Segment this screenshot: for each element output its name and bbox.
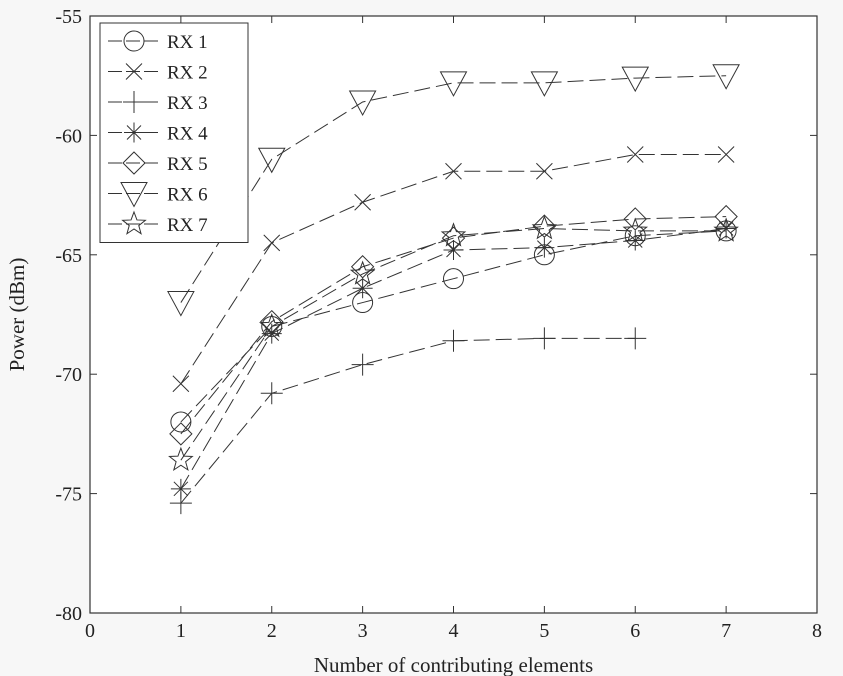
series-line-rx-7 (180, 228, 727, 461)
legend-marker-rx-1 (123, 30, 145, 52)
data-point-rx-3 (351, 353, 374, 376)
y-tick-label: -55 (55, 6, 82, 28)
data-point-rx-5 (169, 422, 193, 446)
legend-marker-rx-6 (120, 182, 148, 208)
data-point-rx-6 (439, 71, 468, 97)
series-rx-3 (169, 327, 647, 515)
data-point-rx-6 (167, 291, 195, 317)
data-point-rx-2 (626, 146, 644, 163)
data-point-rx-7 (349, 260, 376, 285)
data-point-rx-2 (445, 162, 462, 180)
series-rx-2 (172, 146, 735, 393)
legend-marker-rx-5 (122, 151, 146, 175)
x-tick-label: 5 (539, 620, 549, 642)
data-point-rx-2 (354, 193, 371, 211)
y-tick-label: -65 (55, 245, 82, 267)
x-axis-label: Number of contributing elements (314, 653, 593, 676)
y-tick-label: -60 (55, 125, 82, 147)
x-tick-label: 6 (630, 620, 640, 642)
legend-marker-rx-3 (123, 91, 145, 113)
data-point-rx-6 (348, 90, 377, 117)
series-rx-6 (167, 64, 740, 317)
data-point-rx-3 (442, 329, 465, 352)
legend-label: RX 2 (167, 63, 208, 84)
data-point-rx-7 (531, 215, 558, 240)
data-point-rx-2 (263, 234, 281, 252)
data-point-rx-5 (714, 204, 738, 229)
legend-marker-rx-7 (121, 210, 147, 235)
data-point-rx-4 (716, 218, 737, 239)
legend-label: RX 1 (167, 32, 208, 53)
legend-label: RX 6 (167, 185, 208, 206)
data-point-rx-5 (441, 226, 466, 250)
data-point-rx-7 (258, 312, 285, 338)
data-point-rx-4 (443, 240, 464, 261)
series-line-rx-3 (180, 337, 636, 504)
y-tick-label: -75 (55, 484, 82, 506)
legend-item-rx-5: RX 5 (108, 151, 208, 175)
x-tick-label: 3 (358, 620, 368, 642)
data-point-rx-7 (622, 217, 649, 242)
x-tick-label: 7 (721, 620, 731, 642)
legend-item-rx-1: RX 1 (108, 30, 208, 53)
legend-label: RX 5 (167, 154, 208, 175)
y-tick-label: -70 (55, 364, 82, 386)
legend-marker-rx-4 (124, 122, 144, 143)
series-rx-4 (170, 218, 737, 499)
series-rx-7 (168, 215, 739, 472)
data-point-rx-6 (257, 147, 286, 174)
y-tick-label: -80 (55, 603, 82, 625)
data-point-rx-3 (260, 382, 283, 405)
data-point-rx-6 (712, 64, 740, 90)
data-point-rx-5 (623, 207, 647, 231)
data-point-rx-4 (534, 237, 555, 258)
tick-group: 0 1 2 3 4 5 6 7 8 -80 -75 -70 -65 -60 -55 (55, 6, 822, 642)
data-point-rx-2 (172, 375, 190, 393)
x-tick-label: 1 (176, 620, 186, 642)
x-tick-label: 8 (812, 620, 822, 642)
data-point-rx-3 (533, 327, 556, 350)
legend-item-rx-7: RX 7 (108, 210, 208, 236)
series-line-rx-6 (180, 75, 727, 303)
legend-item-rx-6: RX 6 (108, 182, 208, 208)
x-tick-label: 2 (267, 620, 277, 642)
data-point-rx-5 (260, 309, 284, 334)
legend-label: RX 4 (167, 124, 208, 145)
x-tick-label: 0 (85, 620, 95, 642)
legend-item-rx-2: RX 2 (108, 63, 208, 84)
legend-item-rx-4: RX 4 (108, 122, 208, 145)
data-point-rx-4 (261, 323, 282, 344)
data-point-rx-4 (170, 478, 191, 499)
data-point-rx-2 (536, 162, 553, 180)
legend: RX 1 RX 2 RX 3 RX 4 RX 5 RX 6 RX 7 (99, 22, 249, 243)
data-point-rx-1 (443, 268, 464, 290)
data-point-rx-7 (440, 222, 467, 247)
data-point-rx-4 (352, 278, 373, 299)
data-point-rx-3 (624, 327, 647, 350)
data-point-rx-7 (713, 217, 739, 242)
legend-label: RX 7 (167, 215, 208, 236)
legend-marker-rx-2 (125, 63, 143, 80)
data-point-rx-2 (717, 146, 735, 163)
data-point-rx-4 (625, 230, 646, 251)
data-point-rx-5 (350, 255, 375, 279)
x-tick-label: 4 (449, 620, 459, 642)
data-point-rx-6 (530, 71, 559, 97)
data-point-rx-6 (621, 66, 650, 93)
y-axis-label: Power (dBm) (5, 258, 29, 372)
series-lines (167, 64, 740, 515)
data-point-rx-5 (532, 214, 557, 238)
data-point-rx-7 (168, 446, 194, 472)
legend-item-rx-3: RX 3 (108, 91, 208, 114)
legend-label: RX 3 (167, 93, 208, 114)
